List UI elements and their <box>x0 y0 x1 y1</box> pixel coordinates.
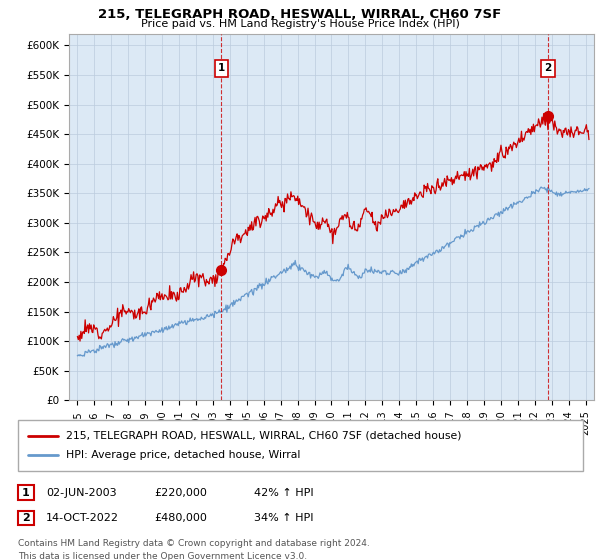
Text: £480,000: £480,000 <box>154 513 207 523</box>
Text: Contains HM Land Registry data © Crown copyright and database right 2024.
This d: Contains HM Land Registry data © Crown c… <box>18 539 370 560</box>
Text: Price paid vs. HM Land Registry's House Price Index (HPI): Price paid vs. HM Land Registry's House … <box>140 19 460 29</box>
Bar <box>18 486 34 500</box>
Bar <box>18 420 583 472</box>
Text: 2: 2 <box>22 513 30 523</box>
Text: 1: 1 <box>22 488 30 498</box>
Text: 42% ↑ HPI: 42% ↑ HPI <box>254 488 314 498</box>
Text: 215, TELEGRAPH ROAD, HESWALL, WIRRAL, CH60 7SF: 215, TELEGRAPH ROAD, HESWALL, WIRRAL, CH… <box>98 8 502 21</box>
Text: 02-JUN-2003: 02-JUN-2003 <box>46 488 116 498</box>
Text: £220,000: £220,000 <box>154 488 207 498</box>
Text: 215, TELEGRAPH ROAD, HESWALL, WIRRAL, CH60 7SF (detached house): 215, TELEGRAPH ROAD, HESWALL, WIRRAL, CH… <box>66 431 461 441</box>
Bar <box>18 511 34 525</box>
Text: 2: 2 <box>544 63 552 73</box>
Text: 1: 1 <box>218 63 225 73</box>
Text: 34% ↑ HPI: 34% ↑ HPI <box>254 513 314 523</box>
Text: HPI: Average price, detached house, Wirral: HPI: Average price, detached house, Wirr… <box>66 450 301 460</box>
Text: 14-OCT-2022: 14-OCT-2022 <box>46 513 119 523</box>
